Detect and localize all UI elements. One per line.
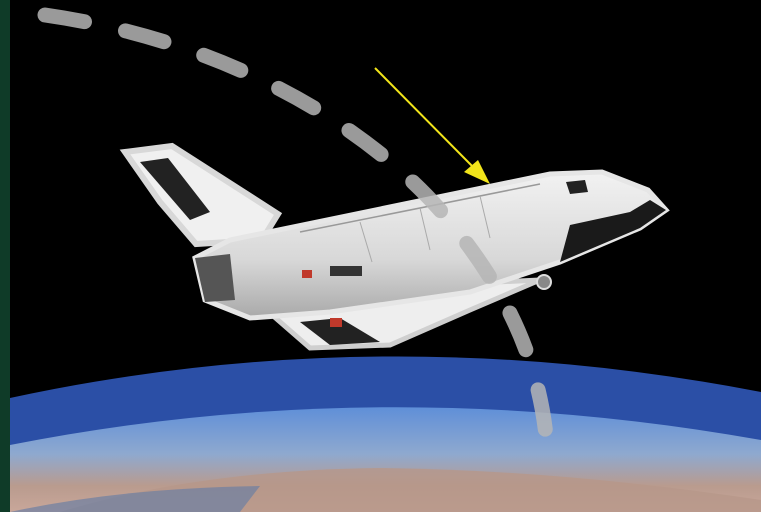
logo <box>330 266 362 276</box>
left-edge <box>0 0 10 512</box>
flag <box>302 270 312 278</box>
landing-gear <box>537 275 551 289</box>
wing-flag <box>330 318 342 327</box>
shuttle-illustration <box>0 0 761 512</box>
page <box>0 0 761 512</box>
